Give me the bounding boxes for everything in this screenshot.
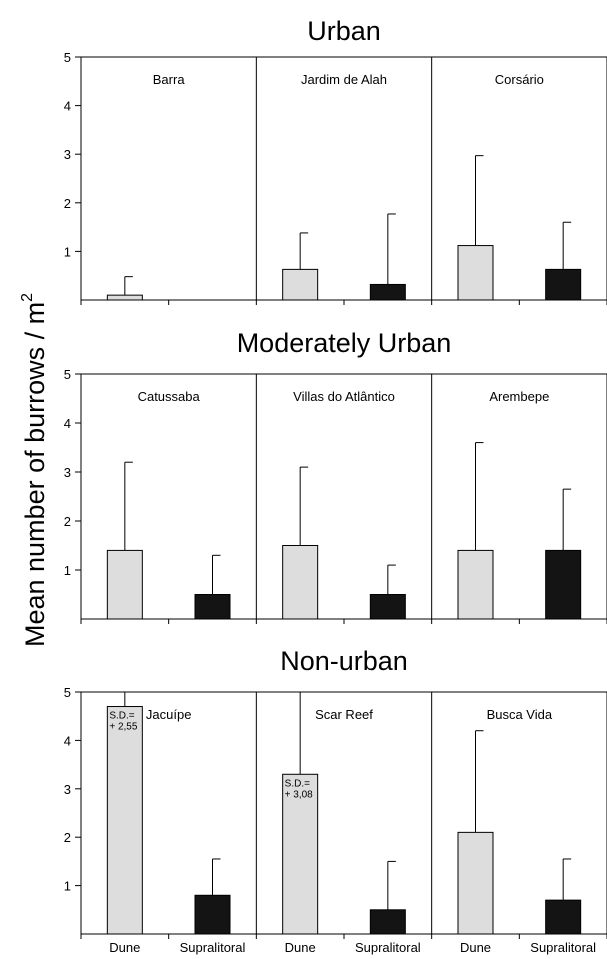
site-label: Catussaba — [138, 389, 201, 404]
panel-title: Urban — [307, 16, 381, 46]
y-tick-label: 1 — [64, 879, 71, 894]
x-category-labels: Dune Supralitoral Dune Supralitoral Dune Supr… — [109, 940, 596, 955]
sd-annotation: + 3,08 — [285, 789, 314, 800]
y-tick-label: 4 — [64, 99, 71, 114]
bar — [282, 268, 319, 301]
y-tick-label: 2 — [64, 196, 71, 211]
site-label: Barra — [153, 72, 186, 87]
panels: Urban 1 2 3 4 5 Barra Jardim de Alah Corsário Mod… — [64, 16, 607, 955]
x-category-label: Supralitoral — [355, 940, 421, 955]
bar — [194, 594, 231, 620]
bar — [194, 894, 231, 935]
site-label: Jacuípe — [146, 707, 192, 722]
site-label: Busca Vida — [487, 707, 553, 722]
y-tick-label: 1 — [64, 563, 71, 578]
bar — [106, 294, 143, 301]
panel-0: Urban 1 2 3 4 5 Barra Jardim de Alah Corsário — [64, 16, 607, 305]
y-tick-label: 3 — [64, 465, 71, 480]
bar — [545, 899, 582, 935]
bar — [545, 268, 582, 301]
site-label: Jardim de Alah — [301, 72, 387, 87]
bar — [369, 283, 406, 301]
bar — [369, 909, 406, 935]
y-axis-label-text: Mean number of burrows / m — [20, 302, 50, 647]
bar — [457, 245, 494, 301]
sd-annotation: + 2,55 — [109, 722, 138, 733]
x-category-label: Supralitoral — [530, 940, 596, 955]
y-axis-label-superscript: 2 — [19, 293, 36, 302]
bar — [457, 549, 494, 620]
x-category-label: Dune — [285, 940, 316, 955]
panel-1: Moderately Urban 1 2 3 4 5 Catussaba Villas do … — [64, 328, 607, 624]
y-tick-label: 2 — [64, 514, 71, 529]
y-tick-label: 1 — [64, 244, 71, 259]
y-tick-label: 5 — [64, 685, 71, 700]
bar — [369, 594, 406, 620]
site-label: Villas do Atlântico — [293, 389, 395, 404]
y-tick-label: 4 — [64, 416, 71, 431]
panel-frame — [80, 56, 607, 301]
y-axis-label: Mean number of burrows / m2 — [19, 293, 50, 647]
sd-annotation: S.D.= — [109, 711, 134, 722]
x-category-label: Supralitoral — [180, 940, 246, 955]
y-tick-label: 3 — [64, 147, 71, 162]
bar — [106, 549, 143, 620]
panel-frame — [80, 373, 607, 620]
site-label: Arembepe — [489, 389, 549, 404]
x-category-label: Dune — [109, 940, 140, 955]
bar — [106, 706, 143, 935]
panel-frame — [80, 691, 607, 935]
panel-title: Moderately Urban — [237, 328, 452, 358]
panel-title: Non-urban — [280, 646, 408, 676]
y-tick-label: 5 — [64, 367, 71, 382]
y-tick-label: 3 — [64, 782, 71, 797]
bar — [282, 773, 319, 935]
site-label: Scar Reef — [315, 707, 373, 722]
bar — [282, 545, 319, 620]
site-label: Corsário — [495, 72, 544, 87]
bar — [545, 549, 582, 620]
y-tick-label: 2 — [64, 830, 71, 845]
y-tick-label: 5 — [64, 50, 71, 65]
bar — [457, 831, 494, 935]
y-tick-label: 4 — [64, 733, 71, 748]
sd-annotation: S.D.= — [285, 778, 310, 789]
x-category-label: Dune — [460, 940, 491, 955]
